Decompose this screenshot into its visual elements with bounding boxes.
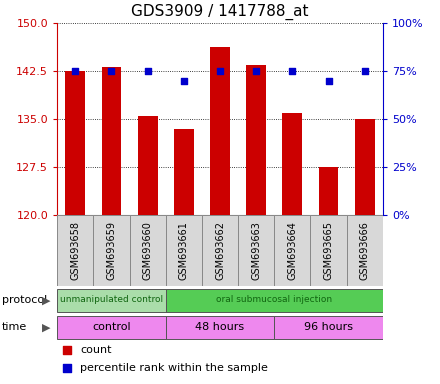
Text: protocol: protocol <box>2 295 48 306</box>
Text: GSM693665: GSM693665 <box>323 221 334 280</box>
Bar <box>174 129 194 215</box>
Text: 96 hours: 96 hours <box>304 322 353 332</box>
Bar <box>57 289 166 312</box>
Bar <box>102 66 121 215</box>
Text: ▶: ▶ <box>42 322 51 333</box>
Text: percentile rank within the sample: percentile rank within the sample <box>80 362 268 373</box>
Bar <box>274 316 383 339</box>
Text: GSM693658: GSM693658 <box>70 221 80 280</box>
Text: 48 hours: 48 hours <box>195 322 245 332</box>
Bar <box>166 289 383 312</box>
Point <box>253 68 260 74</box>
Bar <box>138 116 158 215</box>
Bar <box>210 47 230 215</box>
Bar <box>93 215 129 286</box>
Text: GSM693660: GSM693660 <box>143 221 153 280</box>
Bar <box>57 316 166 339</box>
Point <box>289 68 296 74</box>
Point <box>63 347 70 353</box>
Text: GSM693663: GSM693663 <box>251 221 261 280</box>
Bar <box>66 71 85 215</box>
Bar <box>166 215 202 286</box>
Text: GSM693659: GSM693659 <box>106 221 117 280</box>
Bar <box>282 113 302 215</box>
Point <box>108 68 115 74</box>
Text: control: control <box>92 322 131 332</box>
Bar <box>238 215 274 286</box>
Bar <box>311 215 347 286</box>
Bar <box>166 316 274 339</box>
Bar <box>319 167 338 215</box>
Point <box>63 365 70 371</box>
Text: ▶: ▶ <box>42 295 51 306</box>
Point <box>144 68 151 74</box>
Bar <box>274 215 311 286</box>
Bar <box>129 215 166 286</box>
Bar <box>246 65 266 215</box>
Point <box>325 78 332 84</box>
Text: GSM693666: GSM693666 <box>360 221 370 280</box>
Point <box>180 78 187 84</box>
Text: GSM693664: GSM693664 <box>287 221 297 280</box>
Bar <box>202 215 238 286</box>
Text: GSM693662: GSM693662 <box>215 221 225 280</box>
Text: oral submucosal injection: oral submucosal injection <box>216 295 332 305</box>
Title: GDS3909 / 1417788_at: GDS3909 / 1417788_at <box>131 4 309 20</box>
Text: count: count <box>80 345 111 356</box>
Text: time: time <box>2 322 27 333</box>
Bar <box>57 215 93 286</box>
Point <box>72 68 79 74</box>
Bar <box>355 119 375 215</box>
Text: unmanipulated control: unmanipulated control <box>60 295 163 305</box>
Bar <box>347 215 383 286</box>
Text: GSM693661: GSM693661 <box>179 221 189 280</box>
Point <box>216 68 224 74</box>
Point <box>361 68 368 74</box>
